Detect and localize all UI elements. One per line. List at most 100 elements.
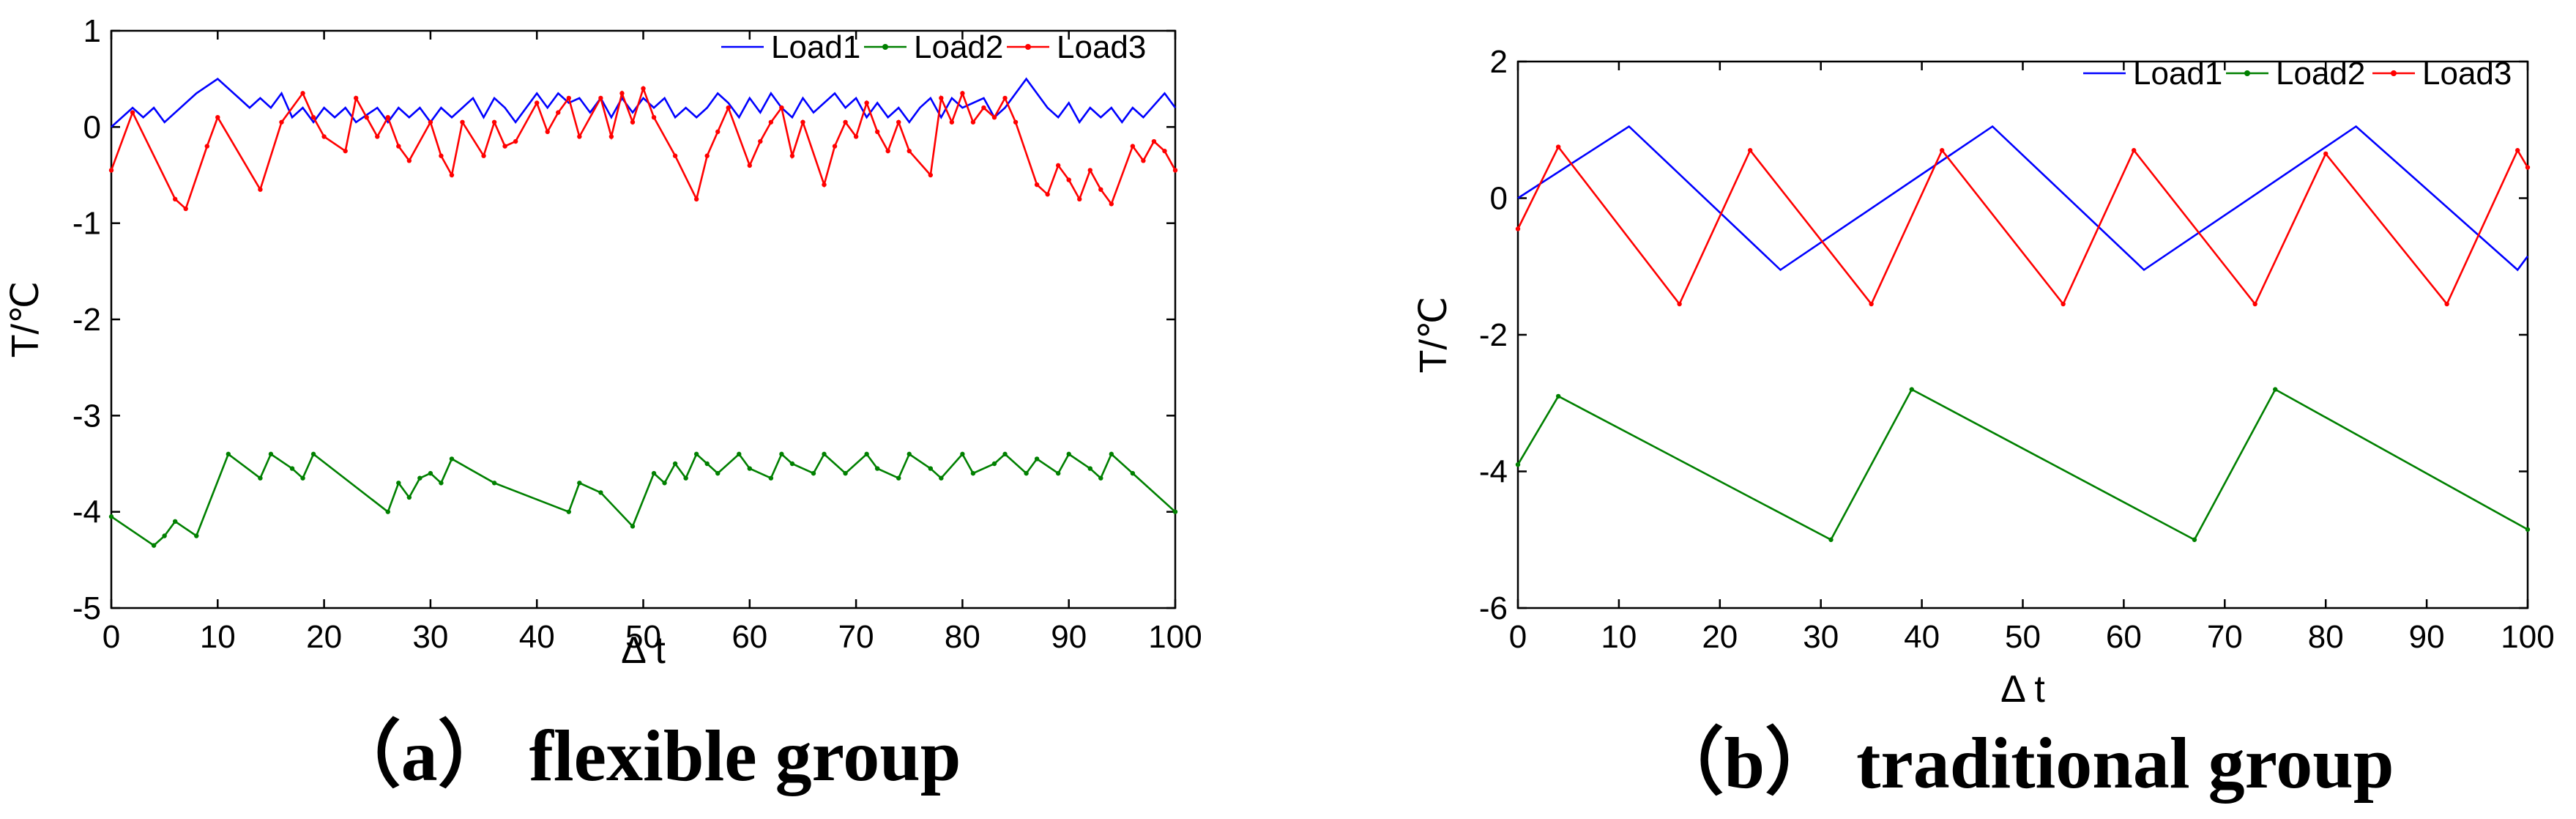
data-point-load2 — [226, 451, 231, 457]
x-axis-label: Δ t — [621, 629, 666, 672]
x-tick-label: 10 — [200, 619, 236, 655]
data-point-load3 — [715, 129, 721, 135]
x-tick-label: 50 — [2005, 619, 2041, 655]
data-point-load3 — [481, 153, 486, 158]
x-tick-label: 100 — [2501, 619, 2554, 655]
data-point-load3 — [651, 115, 657, 120]
data-point-load2 — [406, 494, 412, 500]
data-point-load3 — [310, 115, 316, 120]
y-tick-label: -2 — [1479, 317, 1508, 353]
data-point-load3 — [1045, 192, 1050, 197]
data-point-load3 — [491, 119, 497, 125]
data-point-load3 — [832, 144, 838, 149]
data-point-load2 — [737, 451, 742, 457]
data-point-load2 — [864, 451, 869, 457]
data-point-load2 — [822, 451, 827, 457]
data-point-load3 — [928, 172, 934, 178]
data-point-load3 — [204, 144, 209, 149]
data-point-load3 — [1677, 301, 1682, 307]
data-point-load3 — [843, 119, 848, 125]
x-tick-label: 90 — [2409, 619, 2445, 655]
data-point-load2 — [1515, 462, 1521, 467]
data-point-load3 — [545, 129, 550, 135]
x-tick-label: 90 — [1051, 619, 1087, 655]
x-tick-label: 50 — [625, 619, 661, 655]
series-line-load1 — [1517, 125, 2529, 272]
data-point-load3 — [1109, 201, 1114, 207]
legend-label-load2: Load2 — [2276, 56, 2365, 92]
data-point-load3 — [428, 119, 433, 125]
data-point-load3 — [800, 119, 805, 125]
data-point-load2 — [672, 461, 678, 467]
data-point-load2 — [258, 475, 263, 481]
data-point-load3 — [949, 119, 955, 125]
data-point-load3 — [864, 100, 869, 105]
data-point-load3 — [375, 134, 380, 139]
legend-marker-load2 — [2244, 70, 2250, 76]
data-point-load2 — [939, 475, 944, 481]
data-point-load3 — [279, 119, 284, 125]
data-point-load3 — [822, 182, 827, 188]
data-point-load2 — [428, 470, 433, 476]
data-point-load3 — [215, 115, 220, 120]
data-point-load3 — [1087, 168, 1092, 173]
legend-label-load1: Load1 — [2133, 56, 2222, 92]
data-point-load3 — [970, 119, 976, 125]
data-point-load3 — [939, 95, 944, 101]
data-point-load2 — [715, 470, 721, 476]
data-point-load3 — [343, 148, 348, 154]
data-point-load3 — [779, 105, 784, 111]
x-tick-label: 100 — [1148, 619, 1202, 655]
data-point-load2 — [683, 475, 688, 481]
data-point-load2 — [991, 461, 997, 467]
data-point-load3 — [108, 168, 114, 173]
data-point-load3 — [747, 163, 752, 168]
data-point-load3 — [2323, 151, 2329, 157]
data-point-load2 — [1909, 387, 1915, 392]
data-point-load2 — [896, 475, 901, 481]
data-point-load3 — [1939, 148, 1945, 153]
chart-caption: （a） flexible group — [328, 715, 961, 796]
data-point-load2 — [768, 475, 774, 481]
y-tick-label: -5 — [72, 590, 101, 626]
series-line-load1 — [111, 77, 1177, 128]
data-point-load3 — [598, 95, 603, 101]
data-point-load2 — [310, 451, 316, 457]
data-point-load3 — [556, 110, 561, 115]
legend-label-load3: Load3 — [1057, 29, 1146, 65]
data-point-load2 — [1087, 466, 1092, 471]
chart-caption: （b） traditional group — [1651, 722, 2394, 804]
data-point-load3 — [1002, 95, 1008, 101]
data-point-load2 — [162, 533, 167, 538]
y-tick-label: -4 — [72, 494, 101, 530]
x-axis-label: Δ t — [2000, 668, 2045, 711]
y-axis-label: T/℃ — [4, 281, 47, 358]
data-point-load2 — [1828, 537, 1834, 542]
data-point-load2 — [1034, 456, 1040, 462]
data-point-load3 — [1515, 226, 1521, 231]
data-point-load2 — [960, 451, 965, 457]
y-tick-label: -4 — [1479, 454, 1508, 490]
data-point-load2 — [779, 451, 784, 457]
x-tick-label: 70 — [2207, 619, 2243, 655]
y-tick-label: -1 — [72, 206, 101, 242]
data-point-load2 — [2273, 387, 2278, 392]
data-point-load2 — [651, 470, 657, 476]
data-point-load3 — [726, 105, 731, 111]
data-point-load2 — [417, 475, 422, 481]
data-point-load3 — [449, 172, 455, 178]
data-point-load3 — [364, 115, 369, 120]
data-point-load2 — [1130, 470, 1136, 476]
data-point-load2 — [108, 514, 114, 519]
data-point-load3 — [1013, 119, 1019, 125]
data-point-load2 — [843, 470, 848, 476]
data-point-load3 — [502, 144, 507, 149]
data-point-load3 — [439, 153, 444, 158]
x-tick-label: 70 — [838, 619, 874, 655]
data-point-load2 — [789, 461, 795, 467]
data-point-load2 — [693, 451, 699, 457]
data-point-load2 — [385, 509, 390, 514]
data-point-load2 — [970, 470, 976, 476]
data-point-load2 — [268, 451, 274, 457]
data-point-load3 — [907, 148, 912, 154]
